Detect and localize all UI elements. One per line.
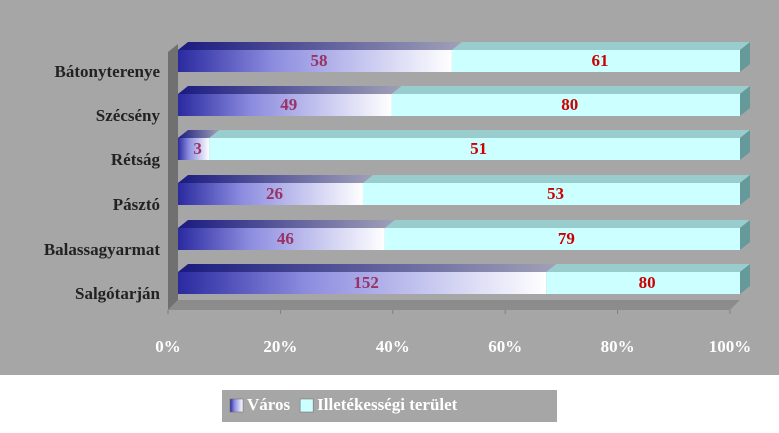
y-tick-label: Pásztó — [113, 195, 160, 214]
value-label: 80 — [639, 273, 656, 292]
legend — [222, 390, 557, 422]
bar-top — [451, 42, 750, 50]
bar — [178, 50, 452, 72]
bar — [546, 272, 740, 294]
bar — [178, 138, 210, 160]
bar — [178, 183, 363, 205]
value-label: 61 — [591, 51, 608, 70]
value-label: 152 — [353, 273, 379, 292]
y-tick-label: Salgótarján — [75, 284, 161, 303]
bar-side — [740, 264, 750, 294]
y-tick-label: Bátonyterenye — [55, 62, 161, 81]
value-label: 26 — [266, 184, 283, 203]
floor — [168, 300, 740, 310]
bar — [209, 138, 740, 160]
bar-top — [178, 264, 557, 272]
bar — [362, 183, 740, 205]
x-tick-label: 0% — [155, 337, 181, 356]
bar-top — [178, 130, 220, 138]
bar-top — [384, 220, 750, 228]
value-label: 3 — [193, 139, 202, 158]
bar-top — [209, 130, 750, 138]
legend-label: Város — [247, 395, 291, 414]
x-tick-label: 40% — [376, 337, 410, 356]
value-label: 79 — [558, 229, 575, 248]
x-tick-label: 20% — [263, 337, 297, 356]
bar — [391, 94, 740, 116]
bar-side — [740, 86, 750, 116]
value-label: 53 — [547, 184, 564, 203]
value-label: 58 — [310, 51, 327, 70]
y-tick-label: Szécsény — [96, 106, 161, 125]
y-tick-label: Rétság — [111, 150, 161, 169]
legend-box — [222, 390, 557, 422]
bar-top — [178, 86, 402, 94]
x-tick-label: 80% — [601, 337, 635, 356]
value-label: 80 — [561, 95, 578, 114]
bar — [451, 50, 740, 72]
legend-swatch — [229, 398, 244, 413]
bar-top — [178, 175, 373, 183]
bar-top — [362, 175, 750, 183]
bar-side — [740, 130, 750, 160]
value-label: 49 — [280, 95, 297, 114]
y-tick-label: Balassagyarmat — [44, 240, 161, 259]
x-tick-label: 60% — [488, 337, 522, 356]
bar-side — [740, 42, 750, 72]
left-wall — [168, 44, 178, 310]
bar-side — [740, 175, 750, 205]
bar-side — [740, 220, 750, 250]
bar-top — [178, 220, 395, 228]
bar-top — [391, 86, 750, 94]
x-tick-label: 100% — [709, 337, 752, 356]
bar — [178, 228, 385, 250]
bar-top — [178, 42, 462, 50]
bar — [178, 94, 392, 116]
legend-swatch — [299, 398, 314, 413]
value-label: 46 — [277, 229, 294, 248]
bar-top — [546, 264, 750, 272]
legend-label: Illetékességi terület — [317, 395, 458, 414]
value-label: 51 — [470, 139, 487, 158]
bar — [178, 272, 547, 294]
bar — [384, 228, 740, 250]
